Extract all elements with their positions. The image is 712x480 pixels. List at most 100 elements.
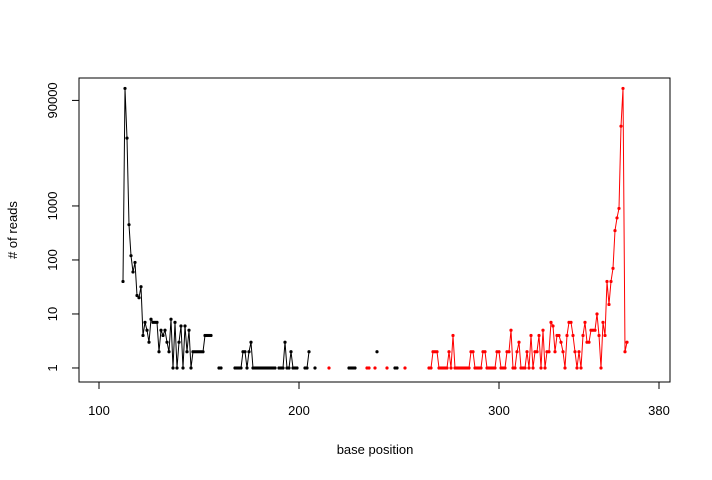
data-point (167, 350, 171, 354)
data-point (621, 86, 625, 91)
data-point (295, 366, 299, 370)
data-point (165, 340, 169, 344)
data-point (623, 350, 627, 354)
data-point (547, 350, 551, 354)
data-point (133, 260, 137, 265)
y-tick-label: 90000 (45, 82, 60, 118)
data-point (179, 324, 183, 328)
data-point (603, 333, 607, 338)
data-point (611, 266, 615, 270)
data-point (449, 366, 453, 370)
data-point (563, 366, 567, 370)
data-point (571, 333, 575, 338)
data-point (313, 366, 317, 370)
data-point (137, 296, 141, 300)
data-point (497, 350, 501, 354)
data-point (209, 333, 213, 338)
data-point (135, 293, 139, 298)
data-point (553, 350, 557, 354)
data-point (509, 328, 513, 332)
data-point (513, 366, 517, 370)
data-point (189, 366, 193, 370)
data-point (605, 279, 609, 284)
data-point (543, 366, 547, 370)
data-point (479, 366, 483, 370)
data-point (523, 366, 527, 370)
data-point (569, 320, 573, 324)
data-point (581, 333, 585, 338)
y-tick-label: 100 (45, 249, 60, 271)
data-point (155, 320, 159, 324)
data-point (201, 350, 205, 354)
data-point (467, 366, 471, 370)
data-point (579, 366, 583, 370)
data-point (559, 340, 563, 344)
data-point (597, 333, 601, 338)
data-point (561, 350, 565, 354)
data-point (145, 328, 149, 332)
data-point (529, 333, 533, 338)
data-point (173, 320, 177, 324)
data-point (451, 333, 455, 338)
data-point (305, 366, 309, 370)
data-point (219, 366, 223, 370)
data-point (541, 328, 545, 332)
data-point (121, 279, 125, 284)
data-point (507, 350, 511, 354)
data-point (385, 366, 389, 370)
data-point (619, 124, 623, 128)
data-point (565, 333, 569, 338)
data-point (537, 333, 541, 338)
data-point (177, 340, 181, 344)
data-point (577, 350, 581, 354)
data-point (353, 366, 357, 370)
data-point (307, 350, 311, 354)
data-point (187, 328, 191, 332)
data-point (373, 366, 377, 370)
data-point (247, 350, 251, 354)
data-point (395, 366, 399, 370)
data-point (429, 366, 433, 370)
data-point (327, 366, 331, 370)
data-point (139, 285, 143, 289)
x-tick-label: 200 (288, 403, 310, 418)
data-point (503, 366, 507, 370)
data-point (525, 350, 529, 354)
data-point (289, 350, 293, 354)
data-point (587, 340, 591, 344)
data-point (551, 324, 555, 328)
data-point (607, 302, 611, 307)
data-point (613, 228, 617, 233)
data-point (593, 328, 597, 332)
data-point (445, 366, 449, 370)
y-tick-label: 1000 (45, 191, 60, 220)
y-tick-label: 10 (45, 307, 60, 321)
data-point (595, 312, 599, 316)
data-point (243, 350, 247, 354)
data-point (527, 366, 531, 370)
data-point (367, 366, 371, 370)
data-point (601, 320, 605, 324)
data-point (625, 340, 629, 344)
data-point (143, 320, 147, 324)
data-point (375, 350, 379, 354)
data-point (517, 340, 521, 344)
data-point (493, 366, 497, 370)
data-point (515, 350, 519, 354)
data-point (185, 350, 189, 354)
data-point (283, 340, 287, 344)
data-point (141, 333, 145, 338)
data-point (239, 366, 243, 370)
data-point (273, 366, 277, 370)
data-point (617, 206, 621, 211)
data-point (183, 324, 187, 328)
y-tick-label: 1 (45, 364, 60, 371)
x-tick-label: 380 (648, 403, 670, 418)
data-point (609, 279, 613, 284)
data-point (157, 350, 161, 354)
data-point (129, 254, 133, 258)
data-point (175, 366, 179, 370)
data-point (575, 366, 579, 370)
